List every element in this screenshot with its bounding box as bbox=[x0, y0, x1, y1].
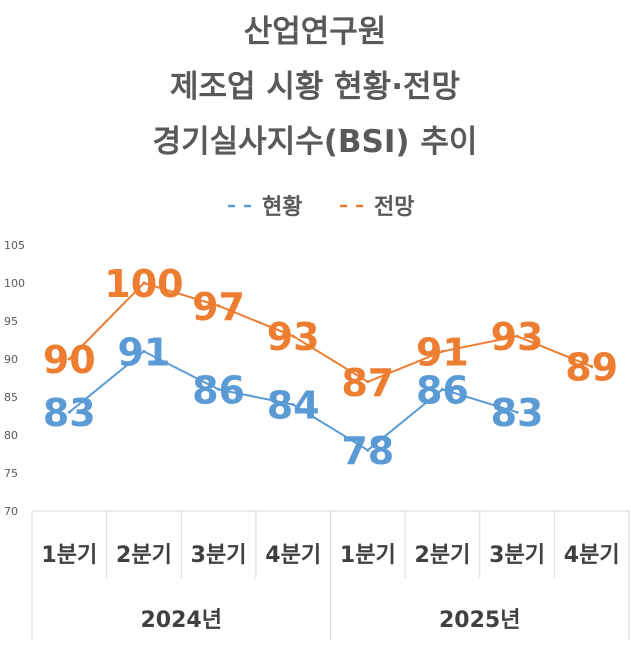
chart-title-line-3: 경기실사지수(BSI) 추이 bbox=[153, 124, 478, 160]
y-tick-label: 75 bbox=[4, 467, 18, 480]
chart-legend: 현황 전망 bbox=[228, 195, 414, 220]
data-label: 89 bbox=[565, 346, 618, 390]
data-label: 93 bbox=[491, 315, 544, 359]
data-label: 84 bbox=[267, 384, 320, 428]
chart-title-line-1: 산업연구원 bbox=[244, 14, 387, 50]
y-tick-label: 85 bbox=[4, 391, 18, 404]
y-tick-label: 95 bbox=[4, 315, 18, 328]
data-label: 83 bbox=[43, 391, 96, 435]
y-tick-label: 70 bbox=[4, 505, 18, 518]
legend-label-1: 현황 bbox=[262, 195, 302, 220]
data-point bbox=[590, 365, 594, 369]
y-axis: 70 75 80 85 90 95 100 105 bbox=[4, 239, 25, 518]
data-point bbox=[217, 304, 221, 308]
data-label: 86 bbox=[192, 368, 245, 412]
x-tick-label: 1분기 bbox=[340, 543, 396, 568]
year-group-label-1: 2024년 bbox=[141, 608, 222, 633]
data-point bbox=[440, 349, 444, 353]
series-lines bbox=[67, 281, 594, 452]
data-point bbox=[67, 357, 71, 361]
data-label: 90 bbox=[43, 338, 96, 382]
data-label: 91 bbox=[117, 330, 170, 374]
data-point bbox=[515, 410, 519, 414]
x-tick-label: 1분기 bbox=[41, 543, 97, 568]
data-label: 97 bbox=[192, 285, 245, 329]
x-tick-label: 2분기 bbox=[415, 543, 471, 568]
data-point bbox=[440, 387, 444, 391]
y-tick-label: 100 bbox=[4, 277, 25, 290]
x-tick-label: 3분기 bbox=[489, 543, 545, 568]
data-point bbox=[291, 403, 295, 407]
data-point bbox=[217, 387, 221, 391]
y-tick-label: 90 bbox=[4, 353, 18, 366]
y-tick-label: 80 bbox=[4, 429, 18, 442]
data-label: 83 bbox=[491, 391, 544, 435]
year-group-label-2: 2025년 bbox=[439, 608, 520, 633]
data-label: 100 bbox=[104, 262, 183, 306]
chart-title-line-2: 제조업 시황 현황·전망 bbox=[170, 69, 460, 105]
y-tick-label: 105 bbox=[4, 239, 25, 252]
legend-label-2: 전망 bbox=[374, 195, 414, 220]
data-point bbox=[366, 448, 370, 452]
data-label: 87 bbox=[341, 361, 394, 405]
data-label: 91 bbox=[416, 330, 469, 374]
data-label: 86 bbox=[416, 368, 469, 412]
data-point bbox=[291, 334, 295, 338]
x-tick-label: 4분기 bbox=[265, 543, 321, 568]
data-point bbox=[142, 281, 146, 285]
x-tick-label: 3분기 bbox=[191, 543, 247, 568]
data-label: 78 bbox=[341, 429, 394, 473]
data-point bbox=[142, 349, 146, 353]
x-tick-label: 2분기 bbox=[116, 543, 172, 568]
data-point bbox=[67, 410, 71, 414]
data-point bbox=[366, 380, 370, 384]
x-tick-label: 4분기 bbox=[564, 543, 620, 568]
x-axis: 1분기 2분기 3분기 4분기 1분기 2분기 3분기 4분기 2024년 2025년 bbox=[31, 510, 630, 641]
data-point bbox=[515, 334, 519, 338]
series-line-2 bbox=[68, 281, 593, 383]
data-label: 93 bbox=[267, 315, 320, 359]
